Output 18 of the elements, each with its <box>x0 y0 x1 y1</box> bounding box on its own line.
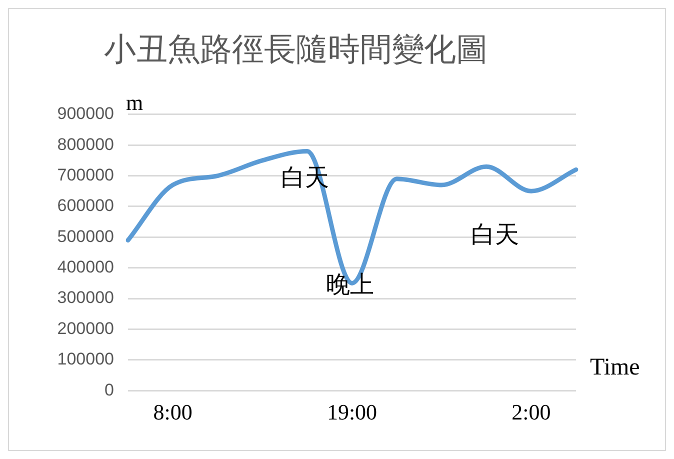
y-tick-label: 300000 <box>57 288 114 308</box>
chart-title: 小丑魚路徑長隨時間變化圖 <box>104 31 488 68</box>
y-axis-title: m <box>126 90 144 115</box>
y-tick-label: 100000 <box>57 350 114 369</box>
y-tick-label: 0 <box>104 380 114 400</box>
annotation: 白天 <box>471 222 519 248</box>
y-tick-label: 600000 <box>57 196 114 216</box>
y-tick-label: 800000 <box>57 134 114 154</box>
y-tick-label: 500000 <box>57 226 114 246</box>
y-tick-label: 200000 <box>57 318 114 338</box>
x-tick-label: 8:00 <box>153 400 192 425</box>
annotation: 晚上 <box>326 272 374 298</box>
y-tick-label: 700000 <box>57 165 114 184</box>
y-tick-label: 900000 <box>57 104 114 124</box>
y-tick-label: 400000 <box>57 258 114 277</box>
x-axis-title: Time <box>590 354 640 380</box>
x-tick-label: 19:00 <box>326 400 378 425</box>
x-tick-label: 2:00 <box>512 400 551 425</box>
